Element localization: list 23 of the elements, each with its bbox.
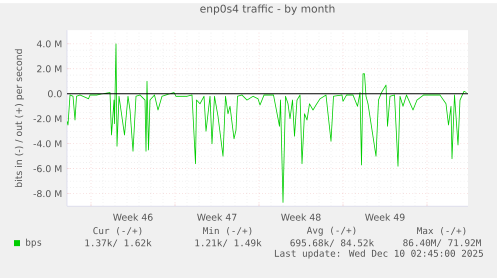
- text: 695.68k/ 84.52k: [290, 239, 374, 248]
- text: Last update: Wed Dec 10 02:45:00 2025: [274, 250, 483, 259]
- chart-title: enp0s4 traffic - by month: [200, 4, 334, 15]
- text: 1.21k/ 1.49k: [195, 239, 262, 248]
- x-tick-label: Week 49: [365, 213, 405, 221]
- y-tick-label: 0.0: [48, 90, 62, 98]
- x-tick-label: Week 48: [281, 213, 321, 221]
- text: Min (-/+): [203, 226, 252, 236]
- y-axis-title: bits in (-) / out (+) per second: [14, 49, 24, 187]
- text: 86.40M/ 71.92M: [403, 239, 481, 247]
- y-tick-label: -6.0 M: [34, 165, 62, 172]
- x-tick-label: Week 47: [197, 213, 236, 221]
- y-tick-label: -8.0 M: [34, 190, 62, 198]
- y-tick-label: 2.0 M: [37, 65, 62, 72]
- text: Cur (-/+): [93, 226, 142, 236]
- legend-label: bps: [26, 238, 42, 248]
- text: Avg (-/+): [306, 226, 356, 236]
- x-tick-label: Week 46: [113, 213, 153, 221]
- y-tick-label: 4.0 M: [36, 40, 62, 48]
- text: 1.37k/ 1.62k: [85, 239, 152, 248]
- y-tick-label: -4.0 M: [34, 140, 62, 148]
- text: Max (-/+): [417, 226, 466, 236]
- y-tick-label: -2.0 M: [34, 115, 62, 122]
